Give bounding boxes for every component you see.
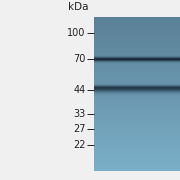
Text: 70: 70 [73, 54, 85, 64]
Text: kDa: kDa [68, 2, 88, 12]
Text: 22: 22 [73, 140, 85, 150]
Text: 44: 44 [73, 85, 85, 95]
Text: 27: 27 [73, 124, 85, 134]
Text: 100: 100 [67, 28, 86, 38]
Text: 33: 33 [73, 109, 85, 119]
